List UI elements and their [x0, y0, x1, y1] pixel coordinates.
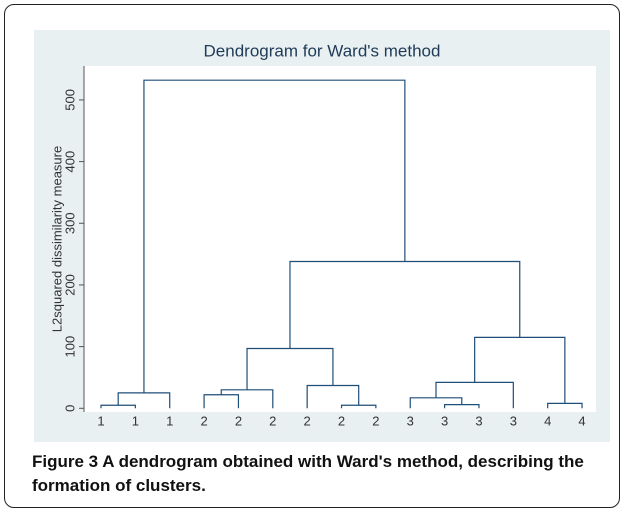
- leaf-label: 2: [200, 413, 207, 428]
- leaf-label: 2: [304, 413, 311, 428]
- y-tick-label: 500: [62, 89, 77, 111]
- dendrogram-link: [203, 394, 240, 409]
- caption: Figure 3 A dendrogram obtained with Ward…: [32, 450, 592, 498]
- leaf-label: 2: [235, 413, 242, 428]
- dendrogram-link: [289, 260, 521, 349]
- leaf-label: 1: [166, 413, 173, 428]
- leaf-label: 2: [372, 413, 379, 428]
- dendrogram-link: [143, 79, 406, 393]
- dendrogram-link: [220, 389, 274, 409]
- leaf-label: 3: [441, 413, 448, 428]
- y-tick-label: 100: [62, 336, 77, 358]
- dendrogram-link: [100, 404, 136, 409]
- y-tick-label: 200: [62, 274, 77, 296]
- leaf-label: 2: [338, 413, 345, 428]
- leaf-label: 2: [269, 413, 276, 428]
- dendrogram-link: [409, 397, 463, 409]
- y-axis-label: L2squared dissimilarity measure: [49, 146, 64, 332]
- dendrogram-link: [340, 404, 377, 409]
- leaf-label: 3: [475, 413, 482, 428]
- leaf-label: 4: [578, 413, 585, 428]
- caption-label: Figure 3: [32, 452, 99, 471]
- leaf-label: 3: [407, 413, 414, 428]
- plot-area: [84, 66, 596, 412]
- figure-frame: [4, 4, 620, 508]
- y-tick-label: 400: [62, 151, 77, 173]
- dendrogram-link: [117, 392, 171, 409]
- leaf-label: 1: [132, 413, 139, 428]
- dendrogram-link: [435, 381, 514, 409]
- leaf-label: 4: [544, 413, 551, 428]
- y-tick-label: 0: [62, 405, 77, 412]
- leaf-label: 3: [510, 413, 517, 428]
- dendrogram-link: [474, 336, 566, 404]
- dendrogram-link: [444, 403, 480, 409]
- chart: Dendrogram for Ward's method L2squared d…: [34, 30, 610, 442]
- chart-title: Dendrogram for Ward's method: [204, 41, 441, 60]
- leaf-label: 1: [97, 413, 104, 428]
- y-tick-label: 300: [62, 212, 77, 234]
- caption-text: A dendrogram obtained with Ward's method…: [32, 452, 584, 495]
